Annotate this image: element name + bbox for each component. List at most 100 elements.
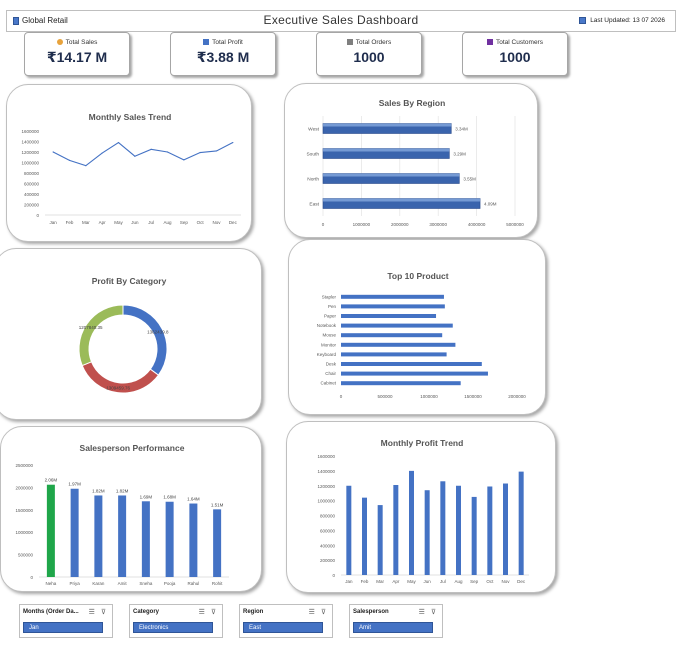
- data-point: [150, 148, 152, 150]
- y-tick-label: 600000: [24, 182, 40, 187]
- slicer-item-selected[interactable]: Amit: [353, 622, 433, 633]
- x-tick-label: Sep: [470, 579, 479, 584]
- chart-title: Monthly Sales Trend: [89, 112, 172, 122]
- x-tick-label: Nov: [212, 220, 221, 225]
- filter-icon[interactable]: ☰ ⊽: [308, 609, 328, 616]
- last-updated: Last Updated: 13 07 2026: [579, 17, 665, 24]
- y-tick-label: 0: [36, 213, 39, 218]
- chart-title: Salesperson Performance: [80, 443, 185, 453]
- sales-by-region-chart: Sales By Region 0 1000000 2000000 3000000 400…: [306, 98, 524, 227]
- salesperson-bar: [213, 509, 222, 577]
- calendar-icon: [579, 17, 587, 24]
- x-tick-label: Mar: [82, 220, 90, 225]
- sales-line: [52, 141, 234, 167]
- y-tick-label: 2500000: [15, 463, 33, 468]
- x-tick-label: Jul: [148, 220, 154, 225]
- data-point: [166, 151, 169, 153]
- product-bar: [341, 333, 443, 338]
- x-tick-label: Sep: [180, 220, 189, 225]
- bar-highlight: [323, 123, 452, 127]
- x-tick-label: Karan: [92, 581, 105, 586]
- kpi-total-customers: Total Customers 1000: [462, 32, 568, 76]
- x-tick-label: Jul: [440, 579, 446, 584]
- data-label: 3.29M: [453, 152, 466, 157]
- x-tick-label: Feb: [361, 579, 369, 584]
- y-tick-label: North: [307, 177, 319, 183]
- x-tick-label: May: [407, 579, 416, 584]
- y-tick-label: 200000: [320, 558, 336, 563]
- slicer-months[interactable]: Months (Order Da... ☰ ⊽ Jan: [19, 604, 113, 638]
- kpi-label: Total Profit: [212, 39, 243, 46]
- data-label: 1207840.35: [79, 325, 103, 330]
- chart-title: Sales By Region: [379, 98, 446, 108]
- product-bar: [341, 323, 453, 328]
- profit-bar: [456, 485, 461, 575]
- brand-label: Global Retail: [22, 16, 68, 25]
- y-tick-label: Desk: [326, 362, 337, 367]
- x-tick-label: Jan: [50, 220, 58, 225]
- profit-bar: [471, 496, 477, 575]
- data-label: 2.06M: [45, 478, 58, 483]
- data-point: [232, 141, 234, 144]
- y-tick-label: Cabinet: [320, 381, 336, 386]
- y-tick-label: 1200000: [21, 150, 39, 155]
- y-tick-label: 1400000: [21, 140, 39, 145]
- x-tick-label: 1000000: [420, 394, 438, 399]
- data-label: 1.68M: [163, 495, 176, 500]
- data-label: 1.82M: [92, 488, 105, 493]
- slicer-region[interactable]: Region ☰ ⊽ East: [239, 604, 333, 638]
- chart-title: Top 10 Product: [387, 271, 448, 281]
- sales-by-region-card: Sales By Region 0 1000000 2000000 3000000 400…: [284, 83, 538, 238]
- x-tick-label: Mar: [376, 579, 384, 584]
- y-tick-label: Pen: [328, 304, 337, 309]
- profit-bar: [409, 470, 414, 575]
- x-tick-label: Dec: [229, 220, 238, 225]
- donut-slice: [78, 304, 124, 367]
- y-tick-label: 0: [332, 573, 335, 578]
- people-icon: [487, 39, 494, 45]
- data-point: [52, 151, 54, 153]
- x-tick-label: Jun: [131, 220, 139, 225]
- x-tick-label: Oct: [486, 579, 494, 584]
- kpi-value: 1000: [353, 49, 385, 65]
- y-tick-label: 0: [30, 575, 33, 580]
- bar-highlight: [323, 198, 481, 202]
- slicer-item-selected[interactable]: East: [243, 622, 323, 633]
- data-label: 4.09M: [484, 202, 497, 207]
- profit-bar: [393, 485, 399, 575]
- filter-icon[interactable]: ☰ ⊽: [88, 609, 108, 616]
- y-tick-label: 500000: [18, 553, 34, 558]
- dashboard-header: Global Retail Executive Sales Dashboard …: [6, 10, 676, 32]
- slicer-item-selected[interactable]: Electronics: [133, 622, 213, 633]
- x-tick-label: Nov: [501, 579, 510, 584]
- brand: Global Retail: [13, 16, 68, 25]
- slicer-item-selected[interactable]: Jan: [23, 622, 103, 633]
- salesperson-bar: [118, 495, 127, 577]
- y-tick-label: 1400000: [317, 469, 335, 474]
- slicer-header: Salesperson: [353, 609, 389, 615]
- monthly-profit-chart: Monthly Profit Trend 0 200000 400000 600000 8…: [317, 438, 529, 584]
- data-point: [134, 155, 136, 157]
- y-tick-label: Notebook: [317, 323, 337, 328]
- filter-icon[interactable]: ☰ ⊽: [198, 609, 218, 616]
- slicer-header: Region: [243, 609, 264, 615]
- x-tick-label: Aug: [163, 220, 172, 225]
- profit-bar: [518, 471, 524, 575]
- kpi-total-profit: Total Profit ₹3.88 M: [170, 32, 276, 76]
- bar-highlight: [323, 173, 460, 177]
- slicer-salesperson[interactable]: Salesperson ☰ ⊽ Amit: [349, 604, 443, 638]
- filter-icon[interactable]: ☰ ⊽: [418, 609, 438, 616]
- slicer-category[interactable]: Category ☰ ⊽ Electronics: [129, 604, 223, 638]
- profit-bar: [503, 483, 508, 575]
- data-point: [215, 150, 218, 152]
- kpi-label: Total Sales: [65, 39, 98, 46]
- profit-bar: [362, 497, 367, 575]
- x-tick-label: Rahul: [187, 581, 199, 586]
- x-tick-label: Dec: [517, 579, 526, 584]
- money-bag-icon: [56, 39, 63, 45]
- profit-by-category-chart: Profit By Category 1362439.8 1309459.76 120…: [78, 276, 169, 394]
- data-point: [101, 152, 103, 154]
- data-point: [183, 159, 185, 161]
- x-tick-label: Neha: [45, 581, 56, 586]
- product-bar: [341, 352, 447, 357]
